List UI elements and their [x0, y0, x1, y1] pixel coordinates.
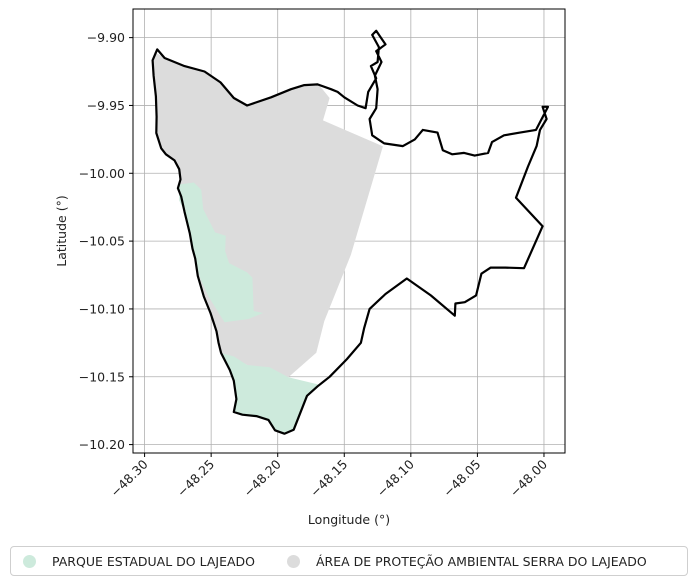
legend-label-apa: ÁREA DE PROTEÇÃO AMBIENTAL SERRA DO LAJE… [316, 553, 647, 569]
parque-estadual-lajeado-area [221, 353, 319, 434]
protected-areas [152, 52, 383, 434]
x-tick-label: −48.05 [440, 457, 483, 500]
y-axis-label: Latitude (°) [54, 195, 69, 266]
y-tick-label: −9.95 [87, 98, 125, 113]
x-tick-label: −48.15 [307, 457, 350, 500]
legend-swatch-parque [23, 554, 36, 568]
x-axis-label: Longitude (°) [308, 512, 390, 527]
y-tick-label: −10.20 [79, 437, 125, 452]
y-tick-label: −9.90 [87, 30, 125, 45]
x-tick-label: −48.25 [174, 457, 217, 500]
y-tick-label: −10.00 [79, 166, 125, 181]
boundary-outline [151, 29, 550, 435]
legend-item-parque: PARQUE ESTADUAL DO LAJEADO [23, 554, 255, 569]
x-tick-label: −48.20 [241, 456, 284, 499]
parque-estadual-lajeado-area [179, 182, 264, 323]
x-tick-label: −48.00 [507, 456, 550, 499]
legend-item-apa: ÁREA DE PROTEÇÃO AMBIENTAL SERRA DO LAJE… [287, 554, 647, 569]
x-tick-label: −48.10 [374, 456, 417, 499]
legend-label-parque: PARQUE ESTADUAL DO LAJEADO [52, 553, 255, 569]
legend-swatch-apa [287, 554, 300, 568]
municipality-boundary [151, 29, 550, 435]
y-tick-label: −10.05 [79, 234, 125, 249]
plot-frame [132, 8, 566, 454]
x-tick-label: −48.30 [107, 456, 150, 499]
y-tick-label: −10.10 [79, 301, 125, 316]
y-tick-label: −10.15 [79, 369, 125, 384]
map-legend: PARQUE ESTADUAL DO LAJEADO ÁREA DE PROTE… [10, 546, 688, 576]
